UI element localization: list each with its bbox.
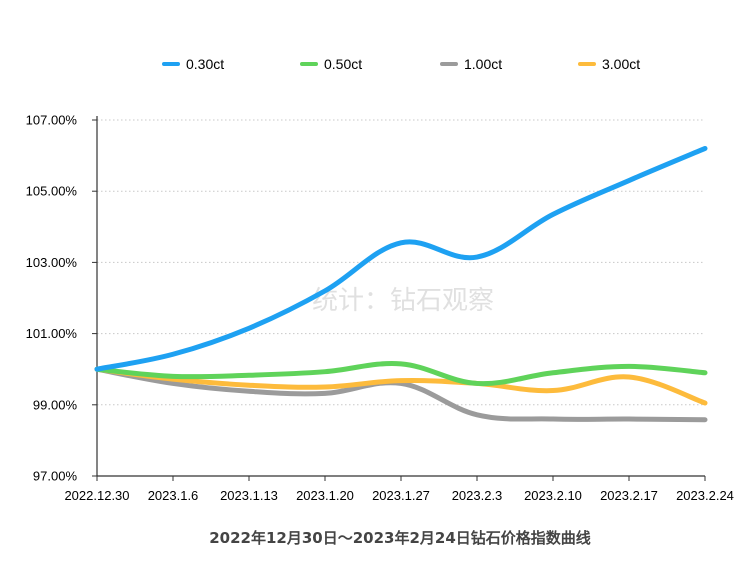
- chart-title: 2022年12月30日～2023年2月24日钻石价格指数曲线: [209, 529, 591, 547]
- x-tick-label: 2023.1.13: [220, 488, 278, 503]
- grid-layer: [97, 119, 705, 406]
- watermark-text: 统计：钻石观察: [312, 286, 494, 316]
- x-tick-label: 2022.12.30: [64, 488, 129, 503]
- series-line-0_30ct: [94, 145, 708, 372]
- x-tick-label: 2023.2.3: [452, 488, 503, 503]
- series-line-0_50ct: [94, 361, 708, 387]
- legend-item: 0.50ct: [300, 56, 362, 72]
- x-tick-label: 2023.2.10: [524, 488, 582, 503]
- y-tick-label: 99.00%: [33, 397, 78, 412]
- series-line-3_00ct: [94, 366, 708, 406]
- legend-item: 1.00ct: [440, 56, 502, 72]
- x-tick-label: 2023.1.6: [148, 488, 199, 503]
- legend-label: 1.00ct: [464, 56, 502, 72]
- legend: 0.30ct 0.50ct 1.00ct 3.00ct: [162, 56, 640, 72]
- legend-label: 0.30ct: [186, 56, 224, 72]
- legend-item: 3.00ct: [578, 56, 640, 72]
- y-tick-label: 101.00%: [26, 326, 78, 341]
- y-tick-label: 97.00%: [33, 469, 78, 484]
- x-tick-label: 2023.2.17: [600, 488, 658, 503]
- legend-label: 0.50ct: [324, 56, 362, 72]
- x-tick-label: 2023.1.27: [372, 488, 430, 503]
- axis-layer: 97.00% 99.00% 101.00% 103.00% 105.00% 107.00%…: [26, 113, 734, 504]
- x-tick-label: 2023.1.20: [296, 488, 354, 503]
- y-tick-label: 105.00%: [26, 184, 78, 199]
- legend-label: 3.00ct: [602, 56, 640, 72]
- y-tick-label: 103.00%: [26, 255, 78, 270]
- y-tick-label: 107.00%: [26, 113, 78, 128]
- series-layer: [94, 145, 708, 423]
- x-tick-label: 2023.2.24: [676, 488, 734, 503]
- legend-item: 0.30ct: [162, 56, 224, 72]
- series-line-1_00ct: [94, 366, 708, 423]
